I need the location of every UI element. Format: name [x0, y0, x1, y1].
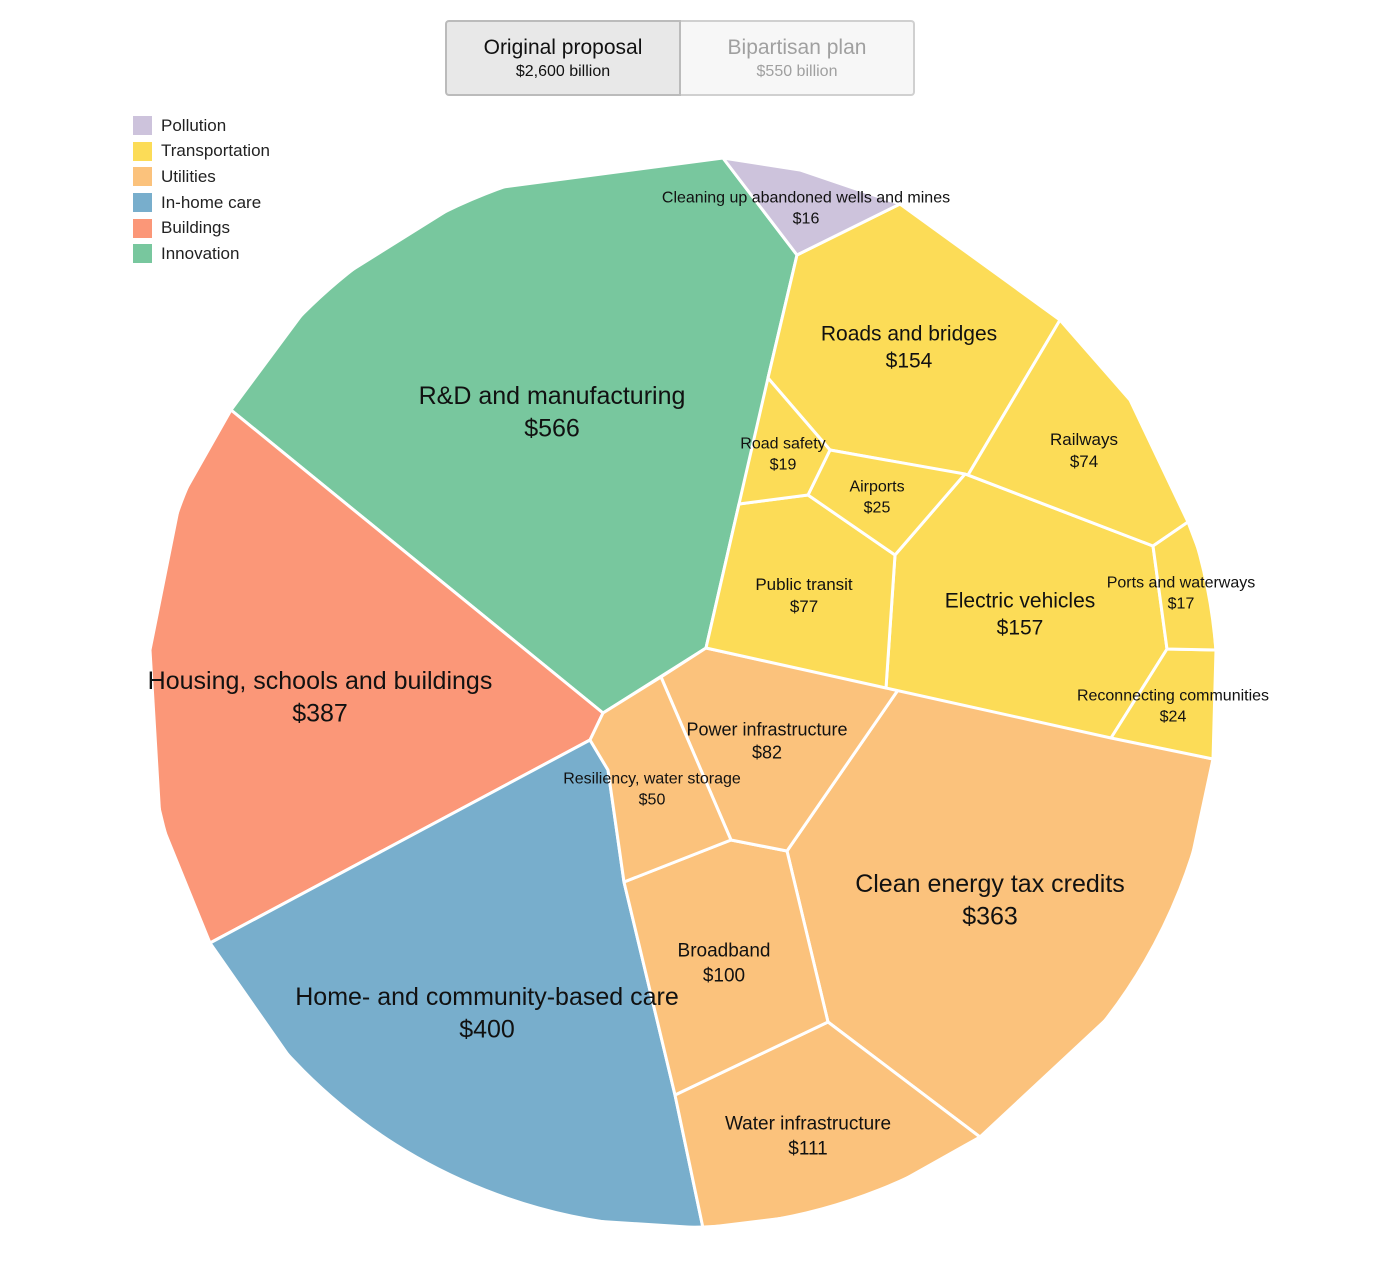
legend: Pollution Transportation Utilities In-ho… [133, 113, 270, 267]
legend-label: Pollution [161, 115, 227, 135]
cell-name-label: Reconnecting communities [1077, 688, 1269, 705]
cell-name-label: Broadband [678, 941, 771, 962]
legend-item-buildings: Buildings [133, 215, 270, 241]
cell-value-label: $111 [788, 1138, 827, 1159]
legend-label: In-home care [161, 192, 262, 212]
cell-name-label: Railways [1050, 430, 1118, 449]
cell-name-label: Roads and bridges [821, 322, 997, 345]
cell-value-label: $25 [864, 499, 891, 516]
cell-name-label: Clean energy tax credits [855, 870, 1125, 898]
cell-value-label: $157 [997, 617, 1044, 640]
cell-name-label: Resiliency, water storage [563, 771, 741, 788]
legend-item-in-home-care: In-home care [133, 190, 270, 216]
legend-label: Utilities [161, 166, 216, 186]
cell-value-label: $400 [459, 1015, 515, 1043]
cell-name-label: Road safety [740, 436, 825, 453]
toggle-subtitle: $550 billion [756, 62, 838, 80]
cell-value-label: $50 [639, 791, 666, 808]
cell-name-label: R&D and manufacturing [419, 382, 686, 410]
cell-value-label: $154 [886, 350, 933, 373]
original-proposal-button[interactable]: Original proposal $2,600 billion [445, 20, 681, 96]
cell-value-label: $24 [1160, 708, 1187, 725]
legend-item-pollution: Pollution [133, 113, 270, 139]
plan-toggle: Original proposal $2,600 billion Biparti… [445, 20, 915, 96]
cell-value-label: $82 [752, 743, 782, 763]
cell-road-safety[interactable] [737, 376, 832, 506]
cell-name-label: Ports and waterways [1107, 575, 1256, 592]
cell-value-label: $74 [1070, 452, 1098, 471]
legend-item-innovation: Innovation [133, 241, 270, 267]
legend-label: Innovation [161, 243, 240, 263]
cell-value-label: $363 [962, 902, 1018, 930]
legend-swatch [133, 193, 152, 213]
cell-name-label: Airports [849, 479, 904, 496]
cell-resiliency-water-storage[interactable] [588, 675, 733, 884]
toggle-title: Bipartisan plan [727, 35, 867, 59]
cell-name-label: Housing, schools and buildings [148, 667, 493, 695]
legend-swatch [133, 116, 152, 136]
cell-value-label: $17 [1168, 595, 1195, 612]
cell-name-label: Home- and community-based care [295, 983, 679, 1011]
cell-name-label: Water infrastructure [725, 1114, 891, 1135]
cell-value-label: $77 [790, 597, 818, 616]
legend-swatch [133, 244, 152, 264]
circle-outline [146, 156, 1218, 1228]
cell-value-label: $16 [793, 210, 820, 227]
cell-value-label: $100 [703, 965, 745, 986]
toggle-title: Original proposal [483, 35, 643, 59]
legend-label: Buildings [161, 218, 230, 238]
cell-name-label: Electric vehicles [945, 589, 1096, 612]
legend-item-transportation: Transportation [133, 139, 270, 165]
legend-label: Transportation [161, 141, 270, 161]
cell-name-label: Power infrastructure [686, 719, 847, 739]
toggle-subtitle: $2,600 billion [515, 62, 611, 80]
cell-name-label: Cleaning up abandoned wells and mines [662, 190, 950, 207]
cell-value-label: $566 [524, 414, 580, 442]
cell-name-label: Public transit [755, 575, 853, 594]
legend-swatch [133, 167, 152, 187]
cell-value-label: $19 [770, 456, 797, 473]
cell-value-label: $387 [292, 699, 348, 727]
legend-item-utilities: Utilities [133, 164, 270, 190]
legend-swatch [133, 141, 152, 161]
legend-swatch [133, 218, 152, 238]
bipartisan-plan-button[interactable]: Bipartisan plan $550 billion [681, 20, 915, 96]
